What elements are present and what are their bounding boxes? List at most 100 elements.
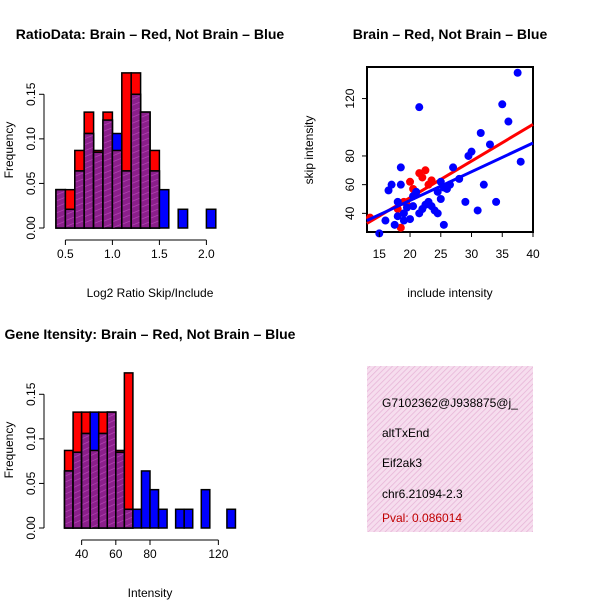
intensity-bar-overlap <box>89 449 100 529</box>
scatter-point-not-brain <box>436 195 445 203</box>
intensity-overlap-hatch <box>91 482 98 486</box>
intensity-overlap-hatch <box>91 476 98 480</box>
intensity-overlap-hatch <box>108 479 115 484</box>
ratio-y-tick-label: 0.00 <box>24 216 38 240</box>
ratio-overlap-hatch <box>132 191 140 196</box>
ratio-overlap-hatch <box>132 173 140 178</box>
ratio-overlap-hatch <box>103 133 112 138</box>
scatter-point-brain <box>396 223 405 232</box>
ratio-overlap-hatch <box>75 196 84 201</box>
scatter-point-not-brain <box>467 147 476 156</box>
ratio-overlap-hatch <box>85 153 93 157</box>
intensity-overlap-hatch <box>116 465 124 470</box>
ratio-overlap-hatch <box>103 139 112 144</box>
intensity-overlap-hatch <box>116 471 124 476</box>
event-id: G7102362@J938875@j_ <box>382 396 518 410</box>
intensity-y-tick-label: 0.00 <box>24 516 38 540</box>
ratio-overlap-hatch <box>103 157 112 162</box>
intensity-overlap-hatch <box>108 455 115 460</box>
intensity-bar-not-brain <box>157 508 168 529</box>
intensity-overlap-hatch <box>73 459 81 464</box>
ratio-x-tick-label: 0.5 <box>57 247 74 261</box>
ratio-bar-overlap <box>102 119 114 229</box>
intensity-overlap-hatch <box>65 508 73 513</box>
intensity-overlap-hatch <box>116 507 124 512</box>
scatter-point-not-brain <box>516 157 525 166</box>
scatter-point-brain <box>406 177 415 186</box>
ratio-overlap-hatch <box>94 165 103 170</box>
intensity-overlap-hatch <box>99 471 107 475</box>
intensity-overlap-hatch <box>82 501 90 505</box>
intensity-histogram: Gene Itensity: Brain – Red, Not Brain – … <box>2 326 296 600</box>
intensity-overlap-hatch <box>99 453 107 457</box>
ratio-overlap-hatch <box>75 202 84 207</box>
ratio-overlap-hatch <box>103 127 112 132</box>
ratio-overlap-hatch <box>141 197 150 202</box>
ratio-overlap-hatch <box>113 212 121 216</box>
ratio-overlap-hatch <box>150 196 159 201</box>
intensity-overlap-hatch <box>65 496 73 501</box>
ratio-overlap-hatch <box>94 207 103 212</box>
intensity-overlap-hatch <box>116 495 124 500</box>
ratio-overlap-hatch <box>122 202 131 207</box>
ratio-overlap-hatch <box>150 208 159 213</box>
scatter-point-not-brain <box>381 216 390 225</box>
ratio-overlap-hatch <box>75 214 84 219</box>
intensity-overlap-hatch <box>116 453 124 458</box>
ratio-overlap-hatch <box>103 217 112 222</box>
intensity-y-tick-label: 0.15 <box>24 382 38 406</box>
ratio-overlap-hatch <box>56 209 65 214</box>
ratio-overlap-hatch <box>150 220 159 225</box>
intensity-overlap-hatch <box>108 497 115 502</box>
intensity-overlap-hatch <box>108 503 115 508</box>
intensity-overlap-hatch <box>82 465 90 469</box>
ratio-overlap-hatch <box>85 135 93 139</box>
intensity-overlap-hatch <box>99 519 107 523</box>
ratio-y-tick-label: 0.05 <box>24 171 38 195</box>
ratio-overlap-hatch <box>85 207 93 211</box>
ratio-overlap-hatch <box>132 179 140 184</box>
ratio-overlap-hatch <box>85 141 93 145</box>
ratio-overlap-hatch <box>150 172 159 177</box>
intensity-overlap-hatch <box>65 478 73 483</box>
intensity-overlap-hatch <box>82 459 90 463</box>
ratio-overlap-hatch <box>85 195 93 199</box>
ratio-overlap-hatch <box>141 131 150 136</box>
intensity-overlap-hatch <box>116 477 124 482</box>
intensity-overlap-hatch <box>73 471 81 476</box>
intensity-overlap-hatch <box>99 483 107 487</box>
ratio-overlap-hatch <box>85 201 93 205</box>
ratio-overlap-hatch <box>103 151 112 156</box>
ratio-overlap-hatch <box>132 203 140 208</box>
intensity-overlap-hatch <box>99 489 107 493</box>
ratio-overlap-hatch <box>150 214 159 219</box>
scatter-point-not-brain <box>396 180 405 189</box>
ratio-overlap-hatch <box>66 222 74 227</box>
ratio-overlap-hatch <box>75 220 84 225</box>
intensity-overlap-hatch <box>108 431 115 436</box>
intensity-overlap-hatch <box>65 514 73 519</box>
scatter-x-tick-label: 15 <box>373 247 387 261</box>
scatter-point-brain <box>418 173 427 182</box>
ratio-overlap-hatch <box>141 203 150 208</box>
scatter-point-not-brain <box>485 140 494 149</box>
ratio-overlap-hatch <box>141 125 150 130</box>
intensity-bar-not-brain <box>174 508 185 529</box>
ratio-overlap-hatch <box>56 221 65 226</box>
ratio-overlap-hatch <box>113 188 121 192</box>
intensity-overlap-hatch <box>82 495 90 499</box>
ratio-overlap-hatch <box>141 137 150 142</box>
intensity-overlap-hatch <box>82 513 90 517</box>
ratio-overlap-hatch <box>103 181 112 186</box>
intensity-bar-not-brain <box>149 488 160 529</box>
intensity-histogram-axes: 40 60 80 120 0.00 0.05 0.10 0.15 <box>24 382 229 561</box>
intensity-overlap-hatch <box>82 453 90 457</box>
ratio-overlap-hatch <box>56 215 65 220</box>
intensity-bar-not-brain <box>200 488 211 529</box>
intensity-overlap-hatch <box>99 501 107 505</box>
scatter-point-not-brain <box>390 220 399 229</box>
ratio-overlap-hatch <box>113 158 121 162</box>
scatter-point-not-brain <box>402 203 411 212</box>
ratio-overlap-hatch <box>132 113 140 118</box>
